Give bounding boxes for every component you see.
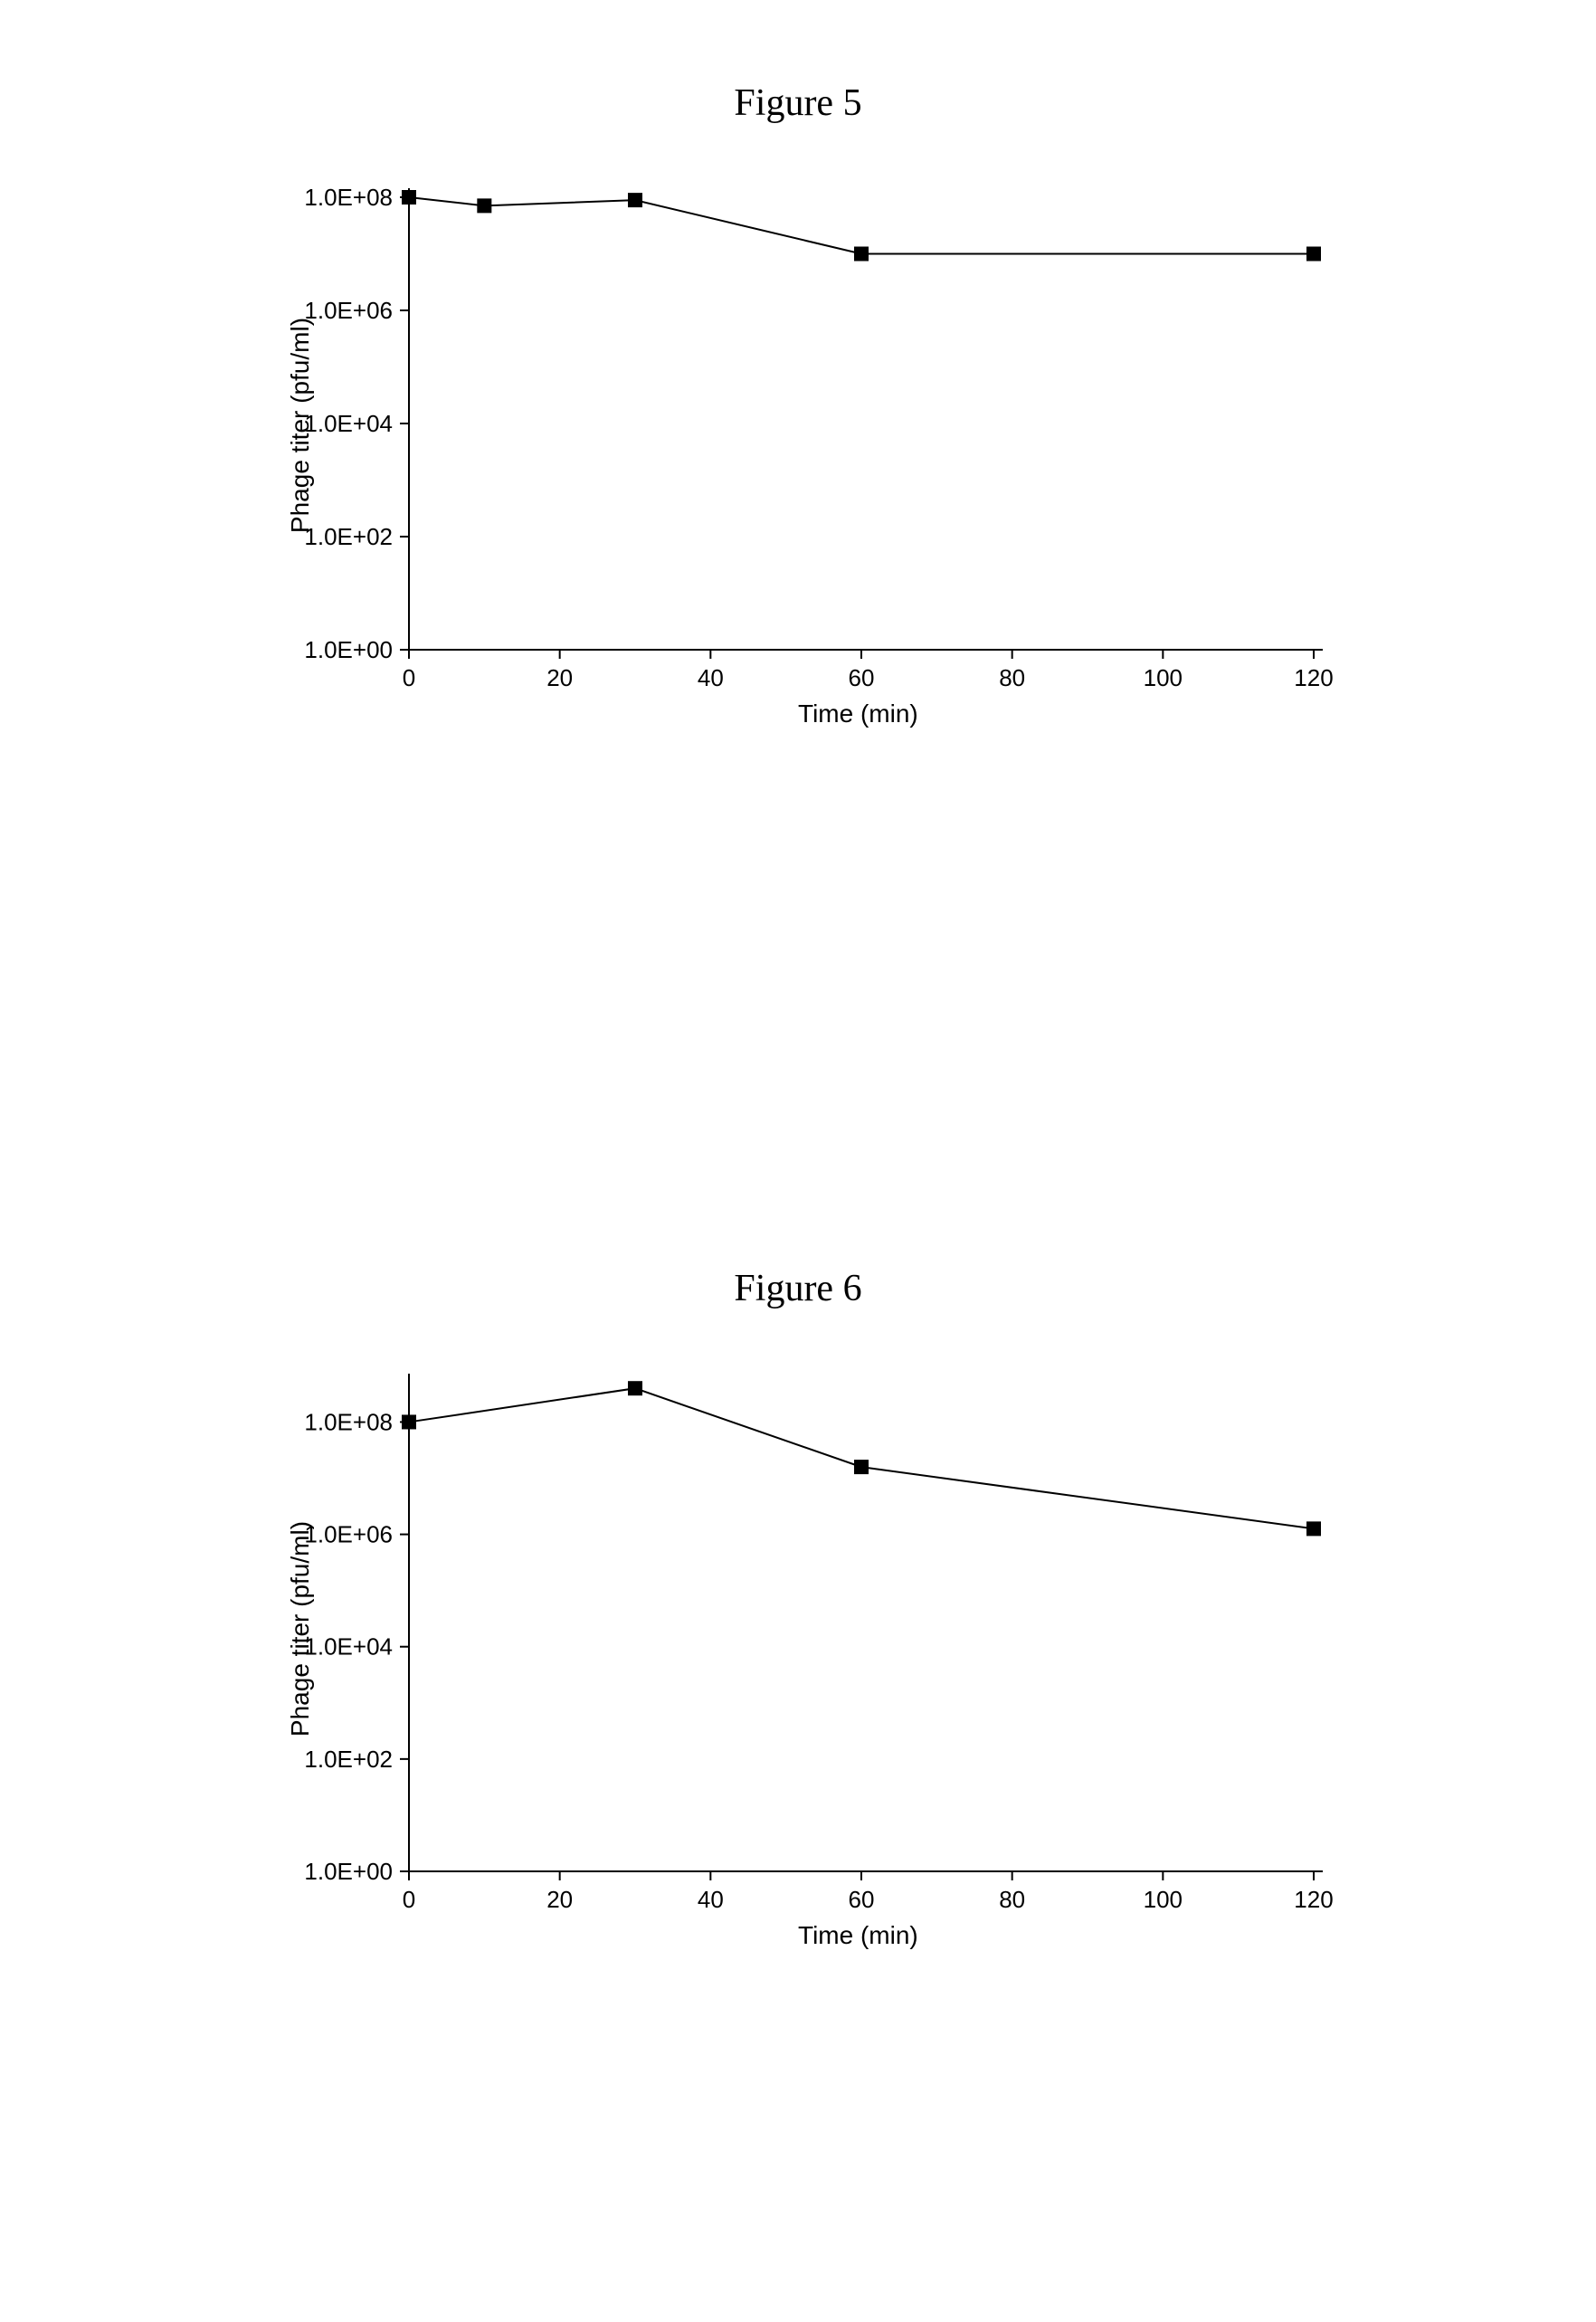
figure-6-chart-wrapper: 1.0E+00 1.0E+02 1.0E+04 1.0E+06 1.0E+08 0 20 40…: [228, 1347, 1368, 1944]
data-line: [409, 1388, 1314, 1528]
x-tick-label: 0: [403, 664, 415, 691]
y-tick-label: 1.0E+08: [304, 184, 393, 211]
y-tick-label: 1.0E+04: [304, 1633, 393, 1661]
y-tick-label: 1.0E+08: [304, 1408, 393, 1435]
y-tick-label: 1.0E+02: [304, 1746, 393, 1773]
figure-5-chart-wrapper: 1.0E+00 1.0E+02 1.0E+04 1.0E+06 1.0E+08 0 20 40…: [228, 161, 1368, 722]
x-tick-label: 100: [1144, 664, 1183, 691]
figure-5-title: Figure 5: [0, 81, 1596, 125]
y-axis-label: Phage titer (pfu/ml): [286, 299, 315, 552]
data-line: [409, 197, 1314, 254]
x-tick-label: 80: [999, 664, 1025, 691]
data-marker: [1306, 1521, 1321, 1536]
y-tick-label: 1.0E+00: [304, 1858, 393, 1885]
y-tick-label: 1.0E+02: [304, 523, 393, 550]
data-marker: [477, 198, 491, 213]
x-tick-label: 60: [849, 1886, 875, 1913]
x-tick-label: 100: [1144, 1886, 1183, 1913]
x-tick-label: 60: [849, 664, 875, 691]
y-tick-label: 1.0E+00: [304, 636, 393, 663]
data-marker: [628, 193, 642, 207]
data-marker: [854, 1460, 869, 1474]
y-tick-label: 1.0E+04: [304, 410, 393, 437]
x-tick-label: 120: [1294, 664, 1333, 691]
x-axis-label: Time (min): [798, 1921, 918, 1950]
data-marker: [402, 1414, 416, 1429]
x-tick-label: 40: [698, 1886, 724, 1913]
x-tick-label: 80: [999, 1886, 1025, 1913]
x-tick-label: 120: [1294, 1886, 1333, 1913]
x-tick-label: 20: [546, 664, 573, 691]
x-tick-label: 20: [546, 1886, 573, 1913]
y-tick-label: 1.0E+06: [304, 297, 393, 324]
data-marker: [1306, 247, 1321, 262]
x-tick-label: 40: [698, 664, 724, 691]
figure-6-container: Figure 6 1.0E+001.0E+021.0E+041.0E+061.0…: [0, 1267, 1596, 1944]
data-marker: [628, 1381, 642, 1395]
y-axis-label: Phage titer (pfu/ml): [286, 1502, 315, 1756]
x-axis-label: Time (min): [798, 699, 918, 728]
figure-5-chart: 1.0E+00 1.0E+02 1.0E+04 1.0E+06 1.0E+08 0 20 40…: [228, 161, 1368, 722]
data-marker: [402, 190, 416, 205]
figure-6-title: Figure 6: [0, 1267, 1596, 1310]
data-marker: [854, 247, 869, 262]
y-tick-label: 1.0E+06: [304, 1521, 393, 1548]
figure-6-chart: 1.0E+00 1.0E+02 1.0E+04 1.0E+06 1.0E+08 0 20 40…: [228, 1347, 1368, 1944]
x-tick-label: 0: [403, 1886, 415, 1913]
figure-5-container: Figure 5 1.0E+001.0E+021.0E+041.0E+061.0…: [0, 81, 1596, 722]
